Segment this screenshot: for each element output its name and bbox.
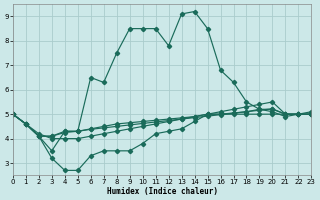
X-axis label: Humidex (Indice chaleur): Humidex (Indice chaleur) (107, 187, 218, 196)
